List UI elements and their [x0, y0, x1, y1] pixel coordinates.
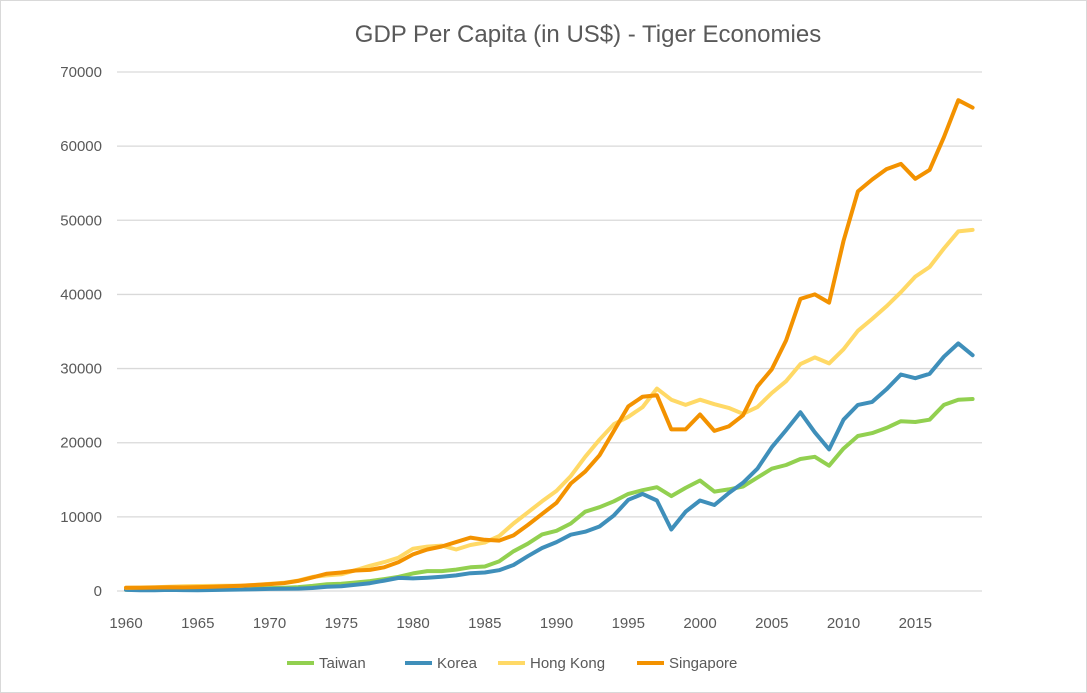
x-tick-label: 2005 [755, 615, 788, 632]
x-tick-label: 1965 [181, 615, 214, 632]
y-tick-label: 20000 [60, 435, 102, 452]
x-tick-label: 1990 [540, 615, 573, 632]
x-tick-label: 2015 [899, 615, 932, 632]
legend-item: Korea [405, 655, 478, 672]
chart-title: GDP Per Capita (in US$) - Tiger Economie… [355, 21, 821, 48]
legend: Taiwan Korea Hong Kong Singapore [287, 655, 737, 672]
legend-item: Singapore [637, 655, 737, 672]
x-tick-label: 1975 [325, 615, 358, 632]
x-axis-ticks: 1960 1965 1970 1975 1980 1985 1990 1995 2000 2005… [109, 615, 932, 632]
x-tick-label: 2010 [827, 615, 860, 632]
x-tick-label: 1985 [468, 615, 501, 632]
gridlines [117, 71, 982, 592]
legend-label: Hong Kong [530, 655, 605, 672]
x-tick-label: 1980 [396, 615, 429, 632]
legend-label: Taiwan [319, 655, 366, 672]
y-tick-label: 30000 [60, 361, 102, 378]
y-tick-label: 40000 [60, 286, 102, 303]
y-tick-label: 60000 [60, 138, 102, 155]
x-tick-label: 1960 [109, 615, 142, 632]
y-axis-ticks: 0 10000 20000 30000 40000 50000 60000 70000 [60, 64, 102, 600]
x-tick-label: 1995 [612, 615, 645, 632]
legend-label: Korea [437, 655, 478, 672]
x-tick-label: 2000 [683, 615, 716, 632]
legend-item: Hong Kong [498, 655, 605, 672]
y-tick-label: 50000 [60, 212, 102, 229]
legend-item: Taiwan [287, 655, 366, 672]
y-tick-label: 70000 [60, 64, 102, 81]
series-lines [124, 98, 975, 593]
series-line-korea [124, 341, 975, 593]
y-tick-label: 10000 [60, 509, 102, 526]
series-line-singapore [124, 98, 975, 590]
y-tick-label: 0 [94, 583, 102, 600]
legend-label: Singapore [669, 655, 737, 672]
x-tick-label: 1970 [253, 615, 286, 632]
